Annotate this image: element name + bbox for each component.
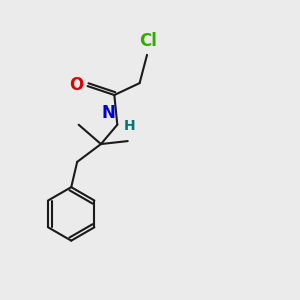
Text: O: O xyxy=(69,76,83,94)
Text: N: N xyxy=(102,104,116,122)
Text: H: H xyxy=(124,119,136,133)
Text: Cl: Cl xyxy=(140,32,158,50)
